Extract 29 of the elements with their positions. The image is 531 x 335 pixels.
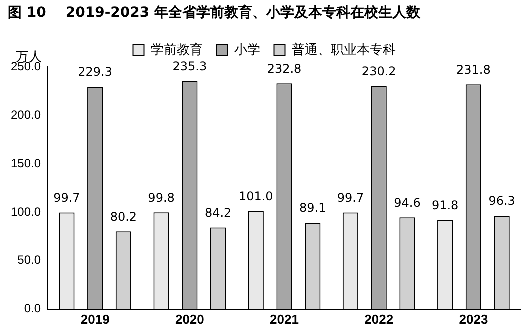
data-label: 84.2 <box>204 206 232 220</box>
y-tick-label: 50.0 <box>18 253 42 268</box>
data-label: 96.3 <box>488 194 516 208</box>
data-label: 99.7 <box>54 190 80 205</box>
data-label: 235.3 <box>172 59 208 74</box>
data-label: 231.8 <box>456 62 491 77</box>
y-tick-label: 0.0 <box>24 302 42 316</box>
chart-title: 图 10 2019-2023 年全省学前教育、小学及本专科在校生人数 <box>8 4 420 22</box>
data-label: 89.1 <box>300 201 326 216</box>
x-tick-label: 2019 <box>80 312 110 327</box>
y-tick-label: 200.0 <box>11 108 42 122</box>
legend-label: 小学 <box>234 42 260 58</box>
data-label: 99.8 <box>148 190 175 205</box>
data-label: 229.3 <box>78 65 113 80</box>
legend-label: 学前教育 <box>150 42 203 58</box>
x-tick-label: 2023 <box>459 312 488 327</box>
data-label: 230.2 <box>362 64 396 78</box>
x-tick-label: 2022 <box>364 312 394 327</box>
x-tick-label: 2021 <box>270 312 299 327</box>
data-label: 80.2 <box>110 210 138 224</box>
data-label: 91.8 <box>432 198 459 213</box>
y-tick-label: 150.0 <box>11 156 42 170</box>
data-label: 101.0 <box>238 190 274 204</box>
x-tick-label: 2020 <box>175 312 204 327</box>
y-tick-label: 100.0 <box>11 204 42 219</box>
legend-label: 普通、职业本专科 <box>292 42 396 58</box>
data-label: 232.8 <box>267 62 302 76</box>
data-label: 94.6 <box>394 196 421 210</box>
data-label: 99.7 <box>337 190 364 205</box>
